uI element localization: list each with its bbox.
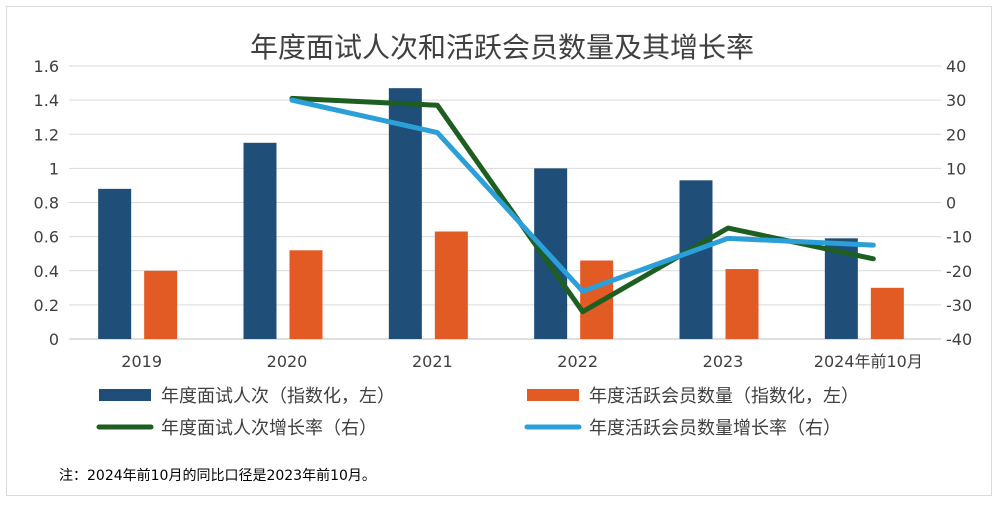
chart-title: 年度面试人次和活跃会员数量及其增长率 bbox=[250, 31, 754, 64]
x-axis-tick-label: 2019 bbox=[121, 352, 162, 371]
right-axis-tick-label: 10 bbox=[946, 159, 966, 178]
footnote: 注：2024年前10月的同比口径是2023年前10月。 bbox=[59, 468, 376, 484]
left-axis-tick-label: 0.6 bbox=[34, 228, 59, 247]
bar bbox=[870, 287, 904, 339]
left-axis-tick-label: 1 bbox=[49, 159, 59, 178]
chart: 年度面试人次和活跃会员数量及其增长率 0 0.2 0.4 0.6 0.8 1 1.2 1.4 1… bbox=[34, 31, 973, 439]
x-axis-tick-label: 2022 bbox=[557, 352, 598, 371]
right-axis-tick-label: 20 bbox=[946, 125, 966, 144]
left-axis-tick-label: 1.2 bbox=[34, 125, 59, 144]
right-axis-tick-label: 0 bbox=[946, 194, 956, 213]
bar bbox=[98, 188, 132, 339]
x-axis-tick-label: 2020 bbox=[267, 352, 308, 371]
left-axis-tick-label: 0.8 bbox=[34, 194, 59, 213]
left-axis-tick-label: 0.4 bbox=[34, 262, 59, 281]
right-axis-tick-label: 30 bbox=[946, 91, 966, 110]
left-axis-tick-label: 0.2 bbox=[34, 296, 59, 315]
legend-swatch bbox=[527, 389, 579, 401]
legend-label: 年度活跃会员数量（指数化，左） bbox=[589, 386, 859, 407]
bar bbox=[679, 180, 713, 339]
right-axis-tick-label: -40 bbox=[946, 330, 972, 349]
legend-label: 年度面试人次（指数化，左） bbox=[161, 386, 395, 407]
bar bbox=[289, 250, 323, 339]
series-line bbox=[289, 97, 876, 294]
x-axis-tick-label: 2024年前10月 bbox=[814, 352, 923, 371]
right-axis-tick-label: -20 bbox=[946, 262, 972, 281]
legend-label: 年度活跃会员数量增长率（右） bbox=[589, 418, 841, 439]
legend-swatch bbox=[99, 389, 151, 401]
legend-label: 年度面试人次增长率（右） bbox=[161, 418, 377, 439]
x-axis-tick-label: 2023 bbox=[703, 352, 744, 371]
bar bbox=[144, 270, 178, 339]
x-axis-tick-label: 2021 bbox=[412, 352, 453, 371]
bar bbox=[434, 231, 468, 339]
left-axis-tick-label: 1.4 bbox=[34, 91, 59, 110]
right-axis-tick-label: 40 bbox=[946, 57, 966, 76]
left-axis-tick-label: 0 bbox=[49, 330, 59, 349]
bar bbox=[243, 142, 277, 339]
right-axis-tick-label: -30 bbox=[946, 296, 972, 315]
right-axis-tick-label: -10 bbox=[946, 228, 972, 247]
left-axis-tick-label: 1.6 bbox=[34, 57, 59, 76]
bar bbox=[725, 269, 759, 339]
chart-frame: 年度面试人次和活跃会员数量及其增长率 0 0.2 0.4 0.6 0.8 1 1.2 1.4 1… bbox=[6, 6, 992, 496]
